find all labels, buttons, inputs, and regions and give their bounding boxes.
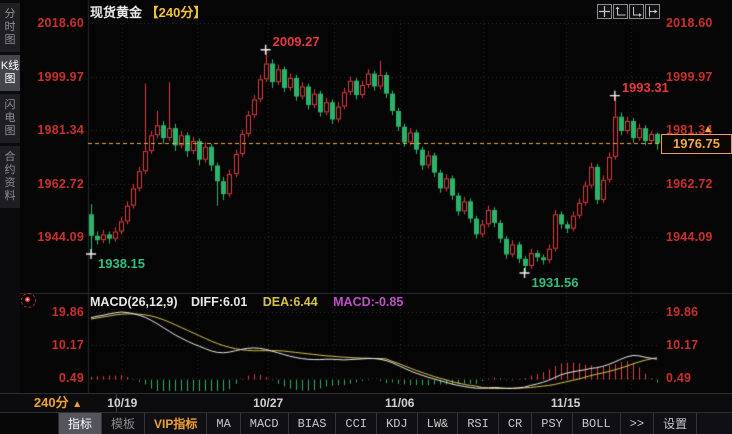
macd-params: MACD(26,12,9) <box>90 295 178 309</box>
record-dot-icon <box>21 293 36 308</box>
symbol-name: 现货黄金 <box>90 5 143 20</box>
macd-tick-left: 19.86 <box>51 305 84 319</box>
toolbar-item-KDJ[interactable]: KDJ <box>377 413 418 434</box>
toolbar-item-模板[interactable]: 模板 <box>102 413 146 434</box>
macd-value: MACD:-0.85 <box>333 295 404 309</box>
macd-tick-right: 10.17 <box>666 338 699 352</box>
timeframe-label: 240分 <box>33 395 69 410</box>
price-tick-left: 1962.72 <box>37 176 84 191</box>
macd-tick-left: 10.17 <box>51 338 84 352</box>
toolbar-item-MA[interactable]: MA <box>207 413 241 434</box>
sidebar-tab-闪电图[interactable]: 闪电图 <box>0 94 20 143</box>
price-annotation-1931.56: 1931.56 <box>531 274 579 290</box>
price-annotation-2009.27: 2009.27 <box>272 33 320 49</box>
toolbar-item-PSY[interactable]: PSY <box>532 413 573 434</box>
x-axis-scale-icon[interactable] <box>629 4 644 19</box>
shift-right-icon[interactable] <box>645 4 660 19</box>
timeframe-arrow-icon: ▲ <box>72 399 83 410</box>
toolbar-item-LW&[interactable]: LW& <box>418 413 459 434</box>
toolbar-item-设置[interactable]: 设置 <box>654 413 698 434</box>
toolbar-item-VIP指标[interactable]: VIP指标 <box>145 413 208 434</box>
macd-tick-left: 0.49 <box>58 371 84 385</box>
sidebar-tab-K线图[interactable]: K线图 <box>0 55 20 91</box>
macd-tick-right: 19.86 <box>666 305 699 319</box>
y-axis-scale-icon[interactable] <box>613 4 628 19</box>
toolbar-item-MACD[interactable]: MACD <box>241 413 289 434</box>
price-tick-left: 1981.34 <box>37 123 84 137</box>
price-tick-left: 2018.60 <box>37 16 84 30</box>
price-tick-left: 1999.97 <box>37 69 84 84</box>
toolbar-item-BOLL[interactable]: BOLL <box>573 413 621 434</box>
price-tick-right: 1999.97 <box>666 69 713 84</box>
price-tick-right: 1944.09 <box>666 230 713 244</box>
price-tick-right: 1962.72 <box>666 176 713 191</box>
date-tick-label: 10/19 <box>107 396 138 410</box>
macd-tick-right: 0.49 <box>666 371 692 385</box>
sidebar-tab-合约资料[interactable]: 合约资料 <box>0 146 20 208</box>
price-tick-right: 2018.60 <box>666 16 713 30</box>
toolbar-item-BIAS[interactable]: BIAS <box>289 413 337 434</box>
chart-title: 现货黄金 【240分】 <box>90 2 206 21</box>
price-annotation-1938.15: 1938.15 <box>98 256 145 272</box>
toolbar-item-RSI[interactable]: RSI <box>458 413 499 434</box>
toolbar-item-指标[interactable]: 指标 <box>59 413 103 434</box>
sidebar-tab-分时图[interactable]: 分时图 <box>0 3 20 52</box>
toolbar-item-CR[interactable]: CR <box>499 413 533 434</box>
price-up-arrow-icon: ▲ <box>703 124 713 135</box>
date-tick-label: 10/27 <box>253 396 284 410</box>
current-price-badge: 1976.75 <box>661 134 732 154</box>
price-tick-left: 1944.09 <box>37 230 84 244</box>
date-tick-label: 11/06 <box>385 396 415 410</box>
date-tick-label: 11/15 <box>550 396 581 410</box>
chart-type-sidebar: 分时图 K线图闪电图合约资料 <box>0 0 20 393</box>
toolbar-item-CCI[interactable]: CCI <box>336 413 378 434</box>
date-axis-row: 240分 ▲ 10/19 10/27 11/06 11/15 <box>0 393 732 412</box>
indicator-toolbar: 指标 模板 VIP指标 MA MACD BIAS CCI KDJ LW& RSI CR PSY BOLL… <box>0 412 732 434</box>
timeframe-selector[interactable]: 240分 ▲ <box>0 394 117 412</box>
dea-value: DEA:6.44 <box>262 295 318 309</box>
price-tick-right: 1981.34 <box>666 123 713 137</box>
toolbar-spacer <box>0 413 59 434</box>
toolbar-item->>[interactable]: >> <box>621 413 655 434</box>
macd-legend: MACD(26,12,9) DIFF:6.01 DEA:6.44 MACD:-0… <box>90 295 403 309</box>
diff-value: DIFF:6.01 <box>191 295 248 309</box>
move-tool-icon[interactable] <box>597 4 612 19</box>
price-annotation-1993.31: 1993.31 <box>621 79 669 95</box>
period-badge: 【240分】 <box>145 5 207 20</box>
